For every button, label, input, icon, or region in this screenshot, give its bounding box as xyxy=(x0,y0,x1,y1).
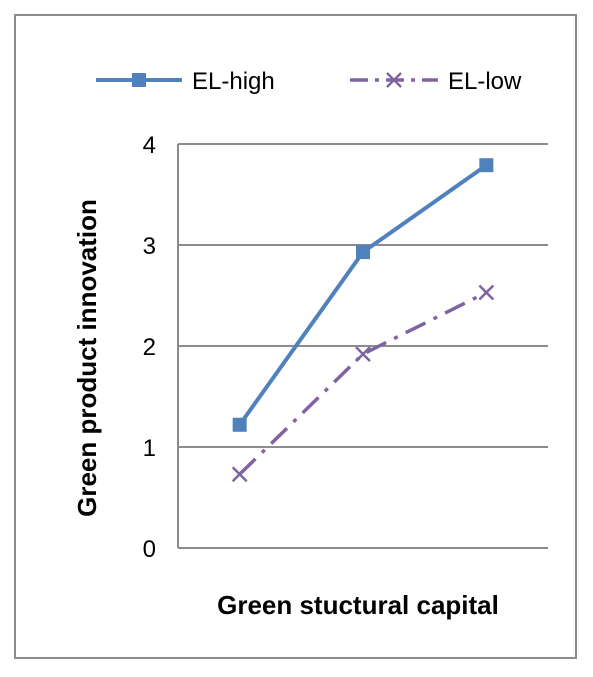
series xyxy=(231,158,495,483)
data-point xyxy=(479,158,494,173)
marker-stroke xyxy=(478,284,495,301)
line-chart: 0 1 2 3 4 EL-high EL-low Green stuctural capi… xyxy=(72,68,548,620)
gridlines xyxy=(178,143,548,448)
y-tick-label: 0 xyxy=(143,536,156,563)
legend: EL-high EL-low xyxy=(96,68,522,95)
axes xyxy=(177,144,548,549)
x-axis-title: Green stuctural capital xyxy=(217,590,499,620)
legend-marker xyxy=(386,72,402,88)
marker-stroke xyxy=(386,72,402,88)
y-tick-label: 4 xyxy=(143,132,156,159)
data-point xyxy=(355,346,371,362)
chart-frame: 0 1 2 3 4 EL-high EL-low Green stuctural capi… xyxy=(14,14,577,659)
data-point xyxy=(232,417,247,432)
data-point xyxy=(356,245,370,260)
series-line-el-high xyxy=(238,163,488,426)
y-axis-title: Green product innovation xyxy=(72,199,102,517)
marker-stroke xyxy=(231,466,248,483)
y-tick-label: 2 xyxy=(143,334,156,361)
legend-label: EL-low xyxy=(448,68,522,95)
legend-marker xyxy=(132,73,146,87)
legend-item-el-high: EL-high xyxy=(96,68,275,95)
y-tick-label: 3 xyxy=(143,233,156,260)
series-line-el-low xyxy=(238,290,488,476)
y-tick-labels: 0 1 2 3 4 xyxy=(143,132,156,563)
legend-label: EL-high xyxy=(192,68,275,95)
data-point xyxy=(231,466,248,483)
y-tick-label: 1 xyxy=(143,435,156,462)
marker-stroke xyxy=(355,346,371,362)
legend-item-el-low: EL-low xyxy=(350,68,522,95)
data-point xyxy=(478,284,495,301)
